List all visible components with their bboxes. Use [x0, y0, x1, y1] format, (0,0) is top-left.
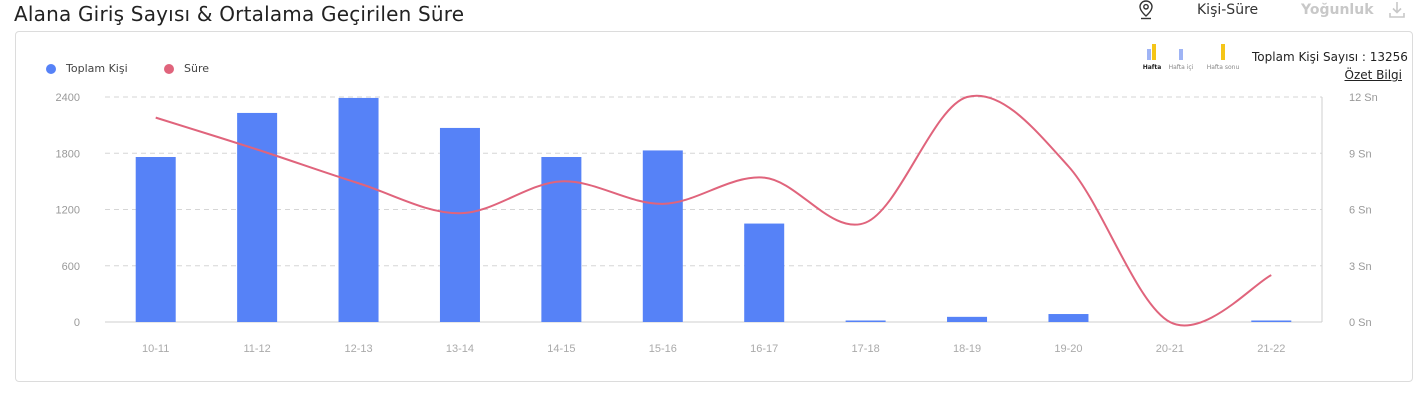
x-tick-label: 17-18: [852, 343, 880, 355]
download-icon[interactable]: [1387, 0, 1407, 20]
week-option-label: Hafta sonu: [1206, 64, 1240, 71]
y-left-tick-label: 0: [74, 317, 80, 329]
bar-yellow-icon: [1221, 44, 1225, 60]
x-tick-label: 21-22: [1257, 343, 1285, 355]
location-pin-icon[interactable]: [1138, 0, 1154, 20]
week-option-hafta-sonu[interactable]: Hafta sonu: [1203, 44, 1243, 71]
x-tick-label: 16-17: [750, 343, 778, 355]
y-left-tick-label: 1800: [56, 148, 80, 160]
tab-kisi-sure[interactable]: Kişi-Süre: [1197, 2, 1259, 18]
legend-dot-bar: [46, 64, 56, 74]
bar: [947, 316, 988, 322]
legend-item-sure[interactable]: Süre: [164, 62, 209, 75]
y-right-tick-label: 0 Sn: [1349, 317, 1372, 329]
y-right-tick-label: 3 Sn: [1349, 261, 1372, 273]
legend-label: Süre: [184, 62, 210, 75]
bar: [135, 157, 176, 322]
bar: [338, 97, 379, 322]
bar: [237, 112, 278, 322]
y-right-tick-label: 12 Sn: [1349, 92, 1378, 104]
week-option-label: Hafta: [1142, 64, 1162, 71]
x-tick-label: 20-21: [1156, 343, 1184, 355]
week-option-hafta-ici[interactable]: Hafta içi: [1166, 44, 1196, 71]
bar: [642, 150, 683, 322]
tab-yogunluk[interactable]: Yoğunluk: [1301, 2, 1374, 18]
bar-pair-icon: [1147, 44, 1156, 60]
x-tick-label: 11-12: [243, 343, 270, 355]
x-tick-label: 19-20: [1054, 343, 1082, 355]
week-option-label: Hafta içi: [1168, 64, 1194, 71]
x-tick-label: 10-11: [142, 343, 169, 355]
bar: [1251, 320, 1292, 322]
y-right-tick-label: 9 Sn: [1349, 148, 1372, 160]
x-tick-label: 15-16: [649, 343, 677, 355]
total-visitors-label: Toplam Kişi Sayısı : 13256: [1252, 50, 1408, 64]
bar: [1048, 314, 1089, 322]
y-left-tick-label: 1200: [56, 205, 80, 217]
x-tick-label: 18-19: [953, 343, 981, 355]
bar-blue-icon: [1179, 49, 1183, 60]
y-left-tick-label: 600: [62, 261, 80, 273]
series-line-sure: [155, 94, 1272, 327]
chart-title: Alana Giriş Sayısı & Ortalama Geçirilen …: [14, 2, 465, 26]
x-tick-label: 13-14: [446, 343, 474, 355]
bar: [439, 127, 480, 322]
y-right-tick-label: 6 Sn: [1349, 205, 1372, 217]
legend-dot-line: [164, 64, 174, 74]
bar: [744, 223, 785, 322]
bar: [845, 320, 886, 322]
bar: [541, 157, 582, 322]
x-tick-label: 14-15: [547, 343, 575, 355]
summary-info-link[interactable]: Özet Bilgi: [1344, 68, 1403, 82]
legend-label: Toplam Kişi: [66, 62, 128, 75]
y-left-tick-label: 2400: [56, 92, 80, 104]
legend-item-toplam-kisi[interactable]: Toplam Kişi: [46, 62, 128, 75]
week-option-hafta[interactable]: Hafta: [1140, 44, 1164, 71]
x-tick-label: 12-13: [344, 343, 372, 355]
